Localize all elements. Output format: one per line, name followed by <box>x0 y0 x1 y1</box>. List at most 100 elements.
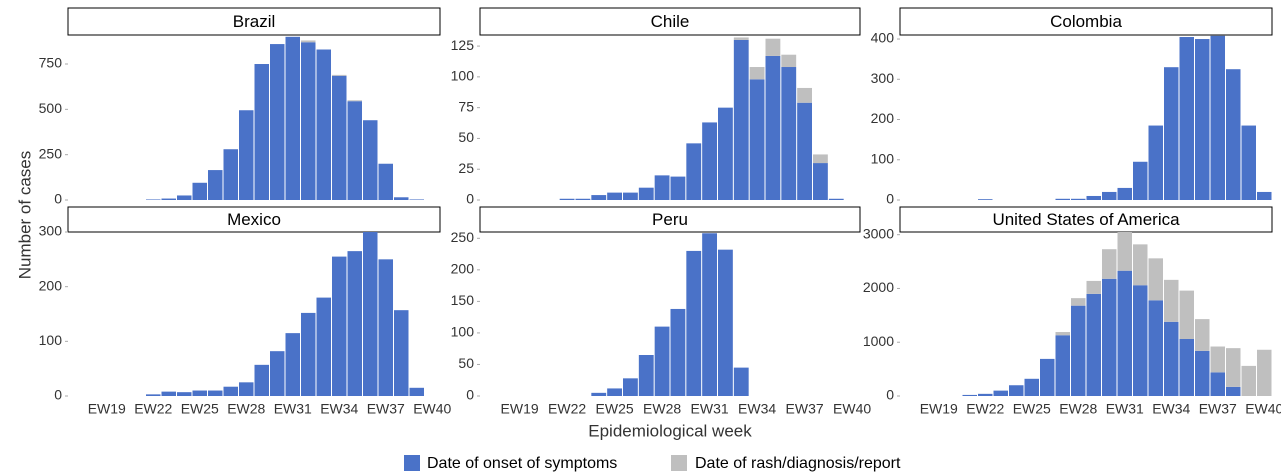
bar <box>797 87 812 103</box>
bar <box>223 149 238 200</box>
y-tick-label: 50 <box>458 129 474 145</box>
bar <box>1148 258 1163 301</box>
y-tick-label: 400 <box>871 30 895 46</box>
x-tick-label: EW37 <box>1199 401 1237 417</box>
bar <box>1102 191 1117 200</box>
x-tick-label: EW40 <box>1245 401 1281 417</box>
bar <box>363 232 378 396</box>
bar <box>718 249 733 396</box>
bar <box>146 199 161 200</box>
bar <box>254 64 269 200</box>
bar <box>978 393 993 396</box>
bar <box>638 355 654 396</box>
y-tick-label: 0 <box>54 191 62 207</box>
bar <box>301 42 316 200</box>
x-tick-label: EW25 <box>181 401 219 417</box>
bar <box>1226 348 1241 387</box>
x-tick-label: EW19 <box>501 401 539 417</box>
bar <box>1148 300 1163 396</box>
bar <box>177 195 192 200</box>
bar <box>686 250 702 396</box>
panel-title: United States of America <box>992 210 1180 229</box>
bar <box>591 392 607 396</box>
panel-title: Chile <box>651 12 690 31</box>
bar <box>1086 293 1101 396</box>
bar <box>718 107 733 200</box>
y-tick-label: 0 <box>466 387 474 403</box>
y-tick-label: 500 <box>39 100 63 116</box>
y-axis-title: Number of cases <box>15 151 34 280</box>
bar <box>208 170 223 200</box>
strip <box>479 7 861 36</box>
y-tick-label: 150 <box>451 292 475 308</box>
bar <box>192 182 207 200</box>
x-tick-label: EW34 <box>738 401 776 417</box>
x-tick-label: EW22 <box>548 401 586 417</box>
x-tick-label: EW31 <box>274 401 312 417</box>
bar <box>1102 278 1117 396</box>
y-tick-label: 300 <box>39 223 63 239</box>
y-tick-label: 750 <box>39 55 63 71</box>
y-tick-label: 25 <box>458 160 474 176</box>
bar <box>409 387 424 396</box>
bar <box>208 390 223 396</box>
legend-swatch <box>671 455 687 471</box>
y-tick-label: 100 <box>451 68 475 84</box>
legend-swatch <box>404 455 420 471</box>
bar <box>1257 191 1272 200</box>
bar <box>623 192 638 200</box>
bar <box>254 364 269 396</box>
bar <box>1195 350 1210 396</box>
bar <box>270 351 285 396</box>
bar <box>1226 69 1241 201</box>
x-tick-label: EW31 <box>691 401 729 417</box>
bar <box>654 175 670 200</box>
bar <box>1226 386 1241 396</box>
bar <box>1071 298 1086 306</box>
bar <box>749 79 765 200</box>
bar <box>1055 332 1070 336</box>
bar <box>813 154 828 164</box>
bar <box>161 391 176 396</box>
bar <box>638 187 654 200</box>
x-tick-label: EW22 <box>134 401 172 417</box>
bar <box>781 54 797 68</box>
panel-title: Peru <box>652 210 688 229</box>
bar <box>285 333 300 396</box>
y-tick-label: 300 <box>871 70 895 86</box>
x-tick-label: EW28 <box>1059 401 1097 417</box>
bar <box>1102 249 1117 279</box>
bar <box>607 388 622 396</box>
bar <box>239 110 254 200</box>
bar <box>1117 232 1132 271</box>
bar <box>765 55 781 201</box>
bar <box>702 122 717 200</box>
bar <box>575 198 591 200</box>
bar <box>1071 305 1086 396</box>
strip <box>67 7 441 36</box>
bar <box>1009 385 1024 396</box>
y-tick-label: 100 <box>871 150 895 166</box>
y-tick-label: 0 <box>886 387 894 403</box>
bar <box>146 394 161 396</box>
x-tick-label: EW40 <box>413 401 451 417</box>
bar <box>1071 198 1086 200</box>
bar <box>733 37 749 40</box>
bar <box>1117 187 1132 200</box>
strip <box>899 7 1273 36</box>
bar <box>1195 39 1210 201</box>
x-tick-label: EW19 <box>920 401 958 417</box>
y-tick-label: 50 <box>458 355 474 371</box>
y-tick-label: 200 <box>39 277 63 293</box>
y-tick-label: 2000 <box>863 279 894 295</box>
bar <box>993 390 1008 396</box>
bar <box>223 386 238 396</box>
x-tick-label: EW37 <box>367 401 405 417</box>
bar <box>733 39 749 201</box>
bar <box>781 67 797 200</box>
bar <box>1195 319 1210 351</box>
strip <box>67 206 441 233</box>
bar <box>332 75 347 200</box>
x-axis-title: Epidemiological week <box>588 421 752 440</box>
